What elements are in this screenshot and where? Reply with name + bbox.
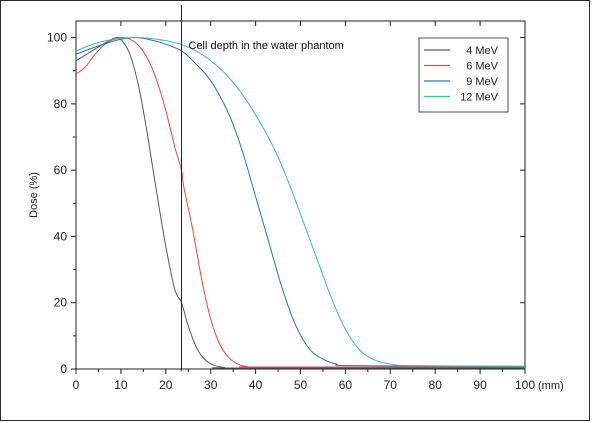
legend-label: 4 MeV bbox=[466, 45, 498, 57]
x-tick-label: 50 bbox=[294, 378, 308, 392]
legend: 4 MeV 6 MeV 9 MeV 12 MeV bbox=[418, 37, 509, 113]
x-tick-label: 70 bbox=[384, 378, 398, 392]
x-axis-label: (mm) bbox=[538, 380, 564, 392]
y-tick-label: 20 bbox=[54, 296, 68, 310]
y-tick-label: 0 bbox=[60, 362, 67, 376]
x-tick-label: 100 bbox=[515, 378, 535, 392]
cell-depth-annotation: Cell depth in the water phantom bbox=[189, 40, 344, 52]
x-tick-label: 40 bbox=[249, 378, 263, 392]
x-tick-label: 30 bbox=[204, 378, 218, 392]
legend-label: 12 MeV bbox=[460, 92, 499, 104]
axes: 0 10 20 30 40 50 60 70 80 90 100 (mm)020406080100Do… bbox=[28, 21, 564, 392]
x-tick-label: 10 bbox=[114, 378, 128, 392]
x-tick-label: 90 bbox=[473, 378, 487, 392]
x-tick-label: 0 bbox=[73, 378, 80, 392]
y-tick-label: 80 bbox=[54, 97, 68, 111]
y-tick-label: 40 bbox=[54, 229, 68, 243]
series-layer bbox=[75, 36, 526, 369]
legend-label: 6 MeV bbox=[466, 61, 498, 73]
x-tick-label: 20 bbox=[159, 378, 173, 392]
series-line-12-mev bbox=[75, 36, 526, 367]
y-axis-label: Dose (%) bbox=[28, 172, 40, 218]
annotation: Cell depth in the water phantom bbox=[181, 5, 344, 371]
legend-label: 9 MeV bbox=[466, 76, 498, 88]
series-line-6-mev bbox=[75, 37, 526, 368]
x-tick-label: 60 bbox=[339, 378, 353, 392]
x-tick-label: 80 bbox=[429, 378, 443, 392]
series-line-4-mev bbox=[75, 36, 526, 369]
y-tick-label: 100 bbox=[47, 31, 67, 45]
y-tick-label: 60 bbox=[54, 163, 68, 177]
